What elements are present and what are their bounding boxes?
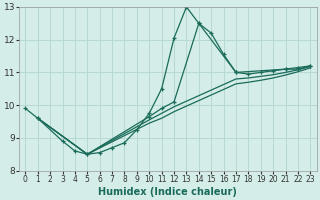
X-axis label: Humidex (Indice chaleur): Humidex (Indice chaleur) bbox=[98, 187, 237, 197]
